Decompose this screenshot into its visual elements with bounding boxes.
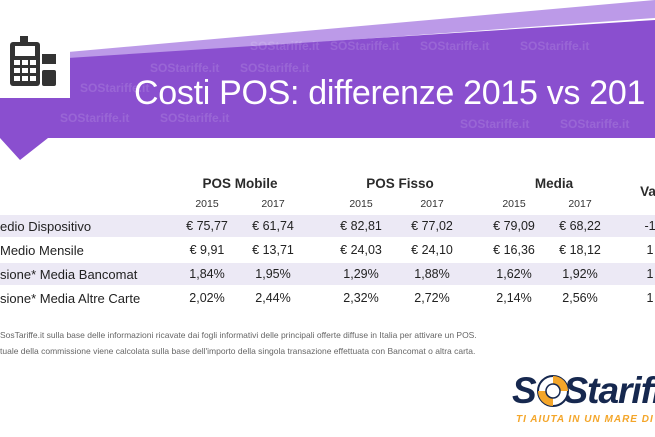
logo-text: SOStariff	[512, 370, 655, 411]
table-cell: € 75,77	[186, 219, 228, 233]
row-label: Medio Mensile	[0, 243, 84, 258]
table-row: Medio Mensile € 9,91 € 13,71 € 24,03 € 2…	[0, 239, 655, 261]
table-cell: 2,44%	[255, 291, 291, 305]
table-cell: € 18,12	[559, 243, 601, 257]
table-cell: 1,84%	[189, 267, 225, 281]
pos-terminal-icon	[0, 28, 70, 98]
table-cell: € 77,02	[411, 219, 453, 233]
table-cell: € 9,91	[189, 243, 225, 257]
year-header: 2017	[568, 198, 592, 210]
table-cell: 1	[646, 291, 654, 305]
banner-body	[0, 20, 655, 160]
row-label: sione* Media Bancomat	[0, 267, 138, 282]
table-cell: 2,56%	[562, 291, 598, 305]
watermark-text: SOStariffe.it	[150, 61, 219, 75]
table-cell: € 82,81	[340, 219, 382, 233]
table-cell: € 13,71	[252, 243, 294, 257]
table-cell: 1,62%	[496, 267, 532, 281]
year-header: 2017	[261, 198, 285, 210]
header-pos-fisso: POS Fisso	[366, 176, 434, 191]
table-cell: 1,29%	[343, 267, 379, 281]
table-cell: 1,92%	[562, 267, 598, 281]
watermark-text: SOStariffe.it	[330, 39, 399, 53]
table-cell: € 61,74	[252, 219, 294, 233]
header-banner: SOStariffe.it SOStariffe.it SOStariffe.i…	[0, 0, 655, 160]
table-cell: 2,02%	[189, 291, 225, 305]
footnote-source: SosTariffe.it sulla base delle informazi…	[0, 330, 477, 340]
watermark-text: SOStariffe.it	[80, 81, 149, 95]
year-header: 2015	[195, 198, 219, 210]
logo-tagline: TI AIUTA IN UN MARE DI C	[516, 414, 655, 425]
header-variazione: Va	[640, 184, 655, 199]
table-cell: 2,72%	[414, 291, 450, 305]
pos-terminal-icon-box	[0, 28, 70, 98]
watermark-text: SOStariffe.it	[250, 39, 319, 53]
table-row: sione* Media Bancomat 1,84% 1,95% 1,29% …	[0, 263, 655, 285]
watermark-text: SOStariffe.it	[240, 61, 309, 75]
year-header: 2017	[420, 198, 444, 210]
watermark-text: SOStariffe.it	[460, 117, 529, 131]
row-label: sione* Media Altre Carte	[0, 291, 141, 306]
table-cell: € 68,22	[559, 219, 601, 233]
table-cell: € 79,09	[493, 219, 535, 233]
watermark-text: SOStariffe.it	[160, 111, 229, 125]
table-cell: 1,95%	[255, 267, 291, 281]
lifebuoy-icon	[537, 375, 569, 407]
year-header: 2015	[349, 198, 373, 210]
table-cell: € 24,10	[411, 243, 453, 257]
year-header: 2015	[502, 198, 526, 210]
header-media: Media	[534, 176, 574, 191]
table-cell: 1,88%	[414, 267, 450, 281]
footnote-commission: tuale della commissione viene calcolata …	[0, 346, 476, 356]
table-cell: -1	[644, 219, 655, 233]
table-row: edio Dispositivo € 75,77 € 61,74 € 82,81…	[0, 215, 655, 237]
table-cell: € 16,36	[493, 243, 535, 257]
sostariffe-logo: SOStariff TI AIUTA IN UN MARE DI C	[512, 370, 655, 437]
watermark-text: SOStariffe.it	[60, 111, 129, 125]
watermark-text: SOStariffe.it	[520, 39, 589, 53]
table-cell: 1	[646, 243, 654, 257]
table-cell: 1	[646, 267, 654, 281]
table-cell: 2,32%	[343, 291, 379, 305]
header-pos-mobile: POS Mobile	[202, 176, 278, 191]
page-title: Costi POS: differenze 2015 vs 201	[134, 74, 646, 112]
banner-accent-stripe	[68, 0, 655, 60]
row-label: edio Dispositivo	[0, 219, 92, 234]
watermark-text: SOStariffe.it	[420, 39, 489, 53]
table-cell: € 24,03	[340, 243, 382, 257]
table-cell: 2,14%	[496, 291, 532, 305]
watermark-text: SOStariffe.it	[560, 117, 629, 131]
table-row: sione* Media Altre Carte 2,02% 2,44% 2,3…	[0, 287, 655, 309]
